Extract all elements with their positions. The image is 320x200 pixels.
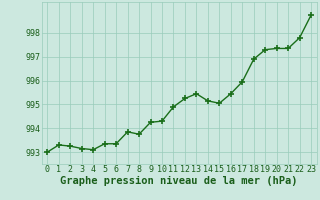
X-axis label: Graphe pression niveau de la mer (hPa): Graphe pression niveau de la mer (hPa) [60,176,298,186]
